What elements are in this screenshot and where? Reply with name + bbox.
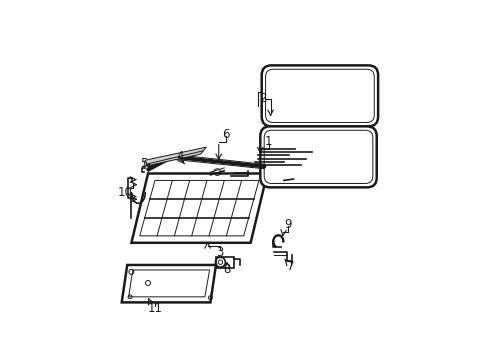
Text: 1: 1 [264, 135, 272, 148]
Text: 7: 7 [286, 260, 294, 273]
Text: 10: 10 [118, 186, 132, 199]
Text: 6: 6 [222, 128, 229, 141]
Text: 9: 9 [284, 218, 291, 231]
FancyBboxPatch shape [261, 66, 377, 126]
Polygon shape [131, 174, 267, 243]
Text: 4: 4 [176, 150, 183, 163]
Polygon shape [122, 265, 216, 302]
Text: 11: 11 [147, 302, 162, 315]
Polygon shape [143, 147, 206, 167]
FancyBboxPatch shape [260, 126, 376, 187]
Bar [216, 257, 233, 268]
Text: 2: 2 [258, 92, 266, 105]
Text: 3: 3 [216, 246, 224, 259]
Text: 8: 8 [223, 263, 230, 276]
Text: 5: 5 [140, 157, 147, 170]
